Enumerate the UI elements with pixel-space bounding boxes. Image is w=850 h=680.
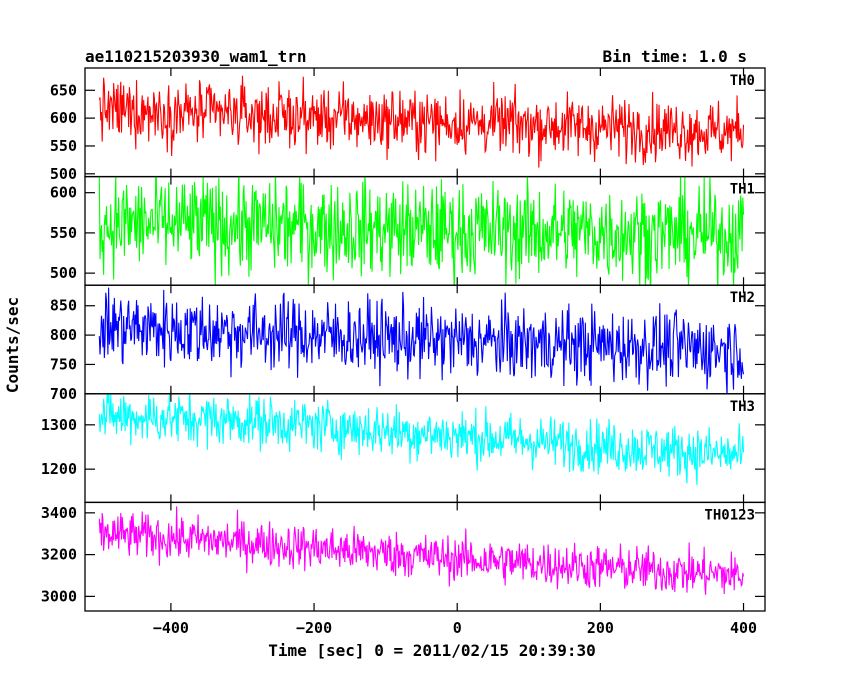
y-tick-label: 500 (50, 264, 77, 282)
chart-title-left: ae110215203930_wam1_trn (85, 47, 307, 66)
x-tick-label: 200 (587, 619, 614, 637)
y-tick-label: 3400 (41, 504, 77, 522)
panel-label-th0123: TH0123 (704, 507, 755, 523)
series-th0123 (98, 506, 745, 595)
panel-frame (84, 501, 766, 612)
y-tick-label: 800 (50, 326, 77, 344)
panel-label-th1: TH1 (730, 182, 755, 198)
series-th2 (98, 287, 745, 394)
panel-frame (84, 393, 766, 504)
y-tick-label: 1300 (41, 416, 77, 434)
y-tick-label: 550 (50, 137, 77, 155)
y-tick-label: 1200 (41, 460, 77, 478)
y-tick-label: 550 (50, 224, 77, 242)
x-tick-label: −400 (153, 619, 189, 637)
y-tick-label: 850 (50, 297, 77, 315)
x-tick-label: 0 (453, 619, 462, 637)
y-tick-label: 3000 (41, 587, 77, 605)
series-th3 (98, 393, 745, 485)
series-th1 (98, 176, 745, 286)
panels-group: 500 550 600 650 TH0 500 550 600 TH1 700 750 800 850 T… (41, 67, 766, 637)
y-tick-label: 3200 (41, 546, 77, 564)
chart-title-right: Bin time: 1.0 s (603, 47, 748, 66)
y-tick-label: 500 (50, 165, 77, 183)
x-tick-label: −200 (296, 619, 332, 637)
y-tick-label: 750 (50, 355, 77, 373)
y-tick-label: 600 (50, 109, 77, 127)
y-tick-label: 650 (50, 81, 77, 99)
panel-label-th3: TH3 (730, 399, 755, 415)
x-axis-label: Time [sec] 0 = 2011/02/15 20:39:30 (268, 641, 596, 660)
y-axis-label: Counts/sec (3, 297, 22, 393)
panel-label-th0: TH0 (730, 73, 755, 89)
panel-label-th2: TH2 (730, 290, 755, 306)
y-tick-label: 600 (50, 184, 77, 202)
series-th0 (98, 75, 745, 168)
x-tick-label: 400 (730, 619, 757, 637)
y-tick-label: 700 (50, 385, 77, 403)
